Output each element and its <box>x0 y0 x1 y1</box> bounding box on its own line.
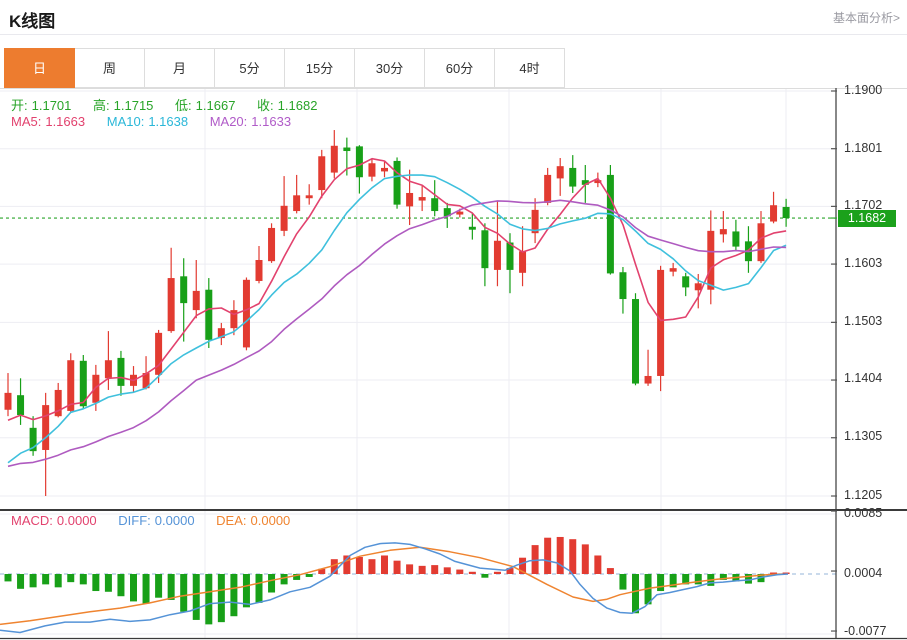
ohlc-legend: 开: 1.1701 高: 1.1715 低: 1.1667 收: 1.1682 <box>11 95 321 114</box>
macd-axis-label: -0.0077 <box>844 624 887 638</box>
ma10-value: 1.1638 <box>148 114 189 129</box>
high-value: 1.1715 <box>113 98 154 113</box>
tab-month[interactable]: 月 <box>144 48 215 88</box>
ma5-value: 1.1663 <box>45 114 86 129</box>
open-label: 开: <box>11 98 28 113</box>
high-label: 高: <box>93 98 110 113</box>
tab-5min[interactable]: 5分 <box>214 48 285 88</box>
macd-label: MACD: <box>11 513 53 528</box>
price-axis-label: 1.1702 <box>844 198 883 212</box>
close-value: 1.1682 <box>277 98 318 113</box>
dea-value: 0.0000 <box>250 513 291 528</box>
fundamental-analysis-link[interactable]: 基本面分析> <box>832 11 900 25</box>
price-axis-label: 1.1205 <box>844 488 883 502</box>
ma5-label: MA5: <box>11 114 42 129</box>
tab-60min[interactable]: 60分 <box>424 48 495 88</box>
page-title: K线图 <box>9 12 56 31</box>
low-value: 1.1667 <box>195 98 236 113</box>
diff-label: DIFF: <box>118 513 151 528</box>
price-axis-label: 1.1305 <box>844 429 883 443</box>
ma10-label: MA10: <box>106 114 145 129</box>
tab-30min[interactable]: 30分 <box>354 48 425 88</box>
low-label: 低: <box>175 98 192 113</box>
header-divider <box>0 34 907 35</box>
tab-4hour[interactable]: 4时 <box>494 48 565 88</box>
macd-legend: MACD: 0.0000 DIFF: 0.0000 DEA: 0.0000 <box>11 513 294 528</box>
timeframe-tabbar: 日 周 月 5分 15分 30分 60分 4时 <box>4 48 565 88</box>
current-price-badge: 1.1682 <box>838 210 896 227</box>
macd-axis-label: 0.0085 <box>844 506 883 520</box>
ma20-value: 1.1633 <box>251 114 292 129</box>
diff-value: 0.0000 <box>154 513 195 528</box>
ma-legend: MA5: 1.1663 MA10: 1.1638 MA20: 1.1633 <box>11 114 295 129</box>
ma20-label: MA20: <box>209 114 248 129</box>
open-value: 1.1701 <box>31 98 72 113</box>
close-label: 收: <box>257 98 274 113</box>
tab-day[interactable]: 日 <box>4 48 75 88</box>
price-axis-label: 1.1801 <box>844 141 883 155</box>
macd-axis-label: 0.0004 <box>844 566 883 580</box>
price-axis-label: 1.1404 <box>844 371 883 385</box>
price-axis-label: 1.1603 <box>844 256 883 270</box>
macd-value: 0.0000 <box>56 513 97 528</box>
price-axis-label: 1.1503 <box>844 314 883 328</box>
dea-label: DEA: <box>216 513 247 528</box>
price-axis-label: 1.1900 <box>844 83 883 97</box>
tab-15min[interactable]: 15分 <box>284 48 355 88</box>
